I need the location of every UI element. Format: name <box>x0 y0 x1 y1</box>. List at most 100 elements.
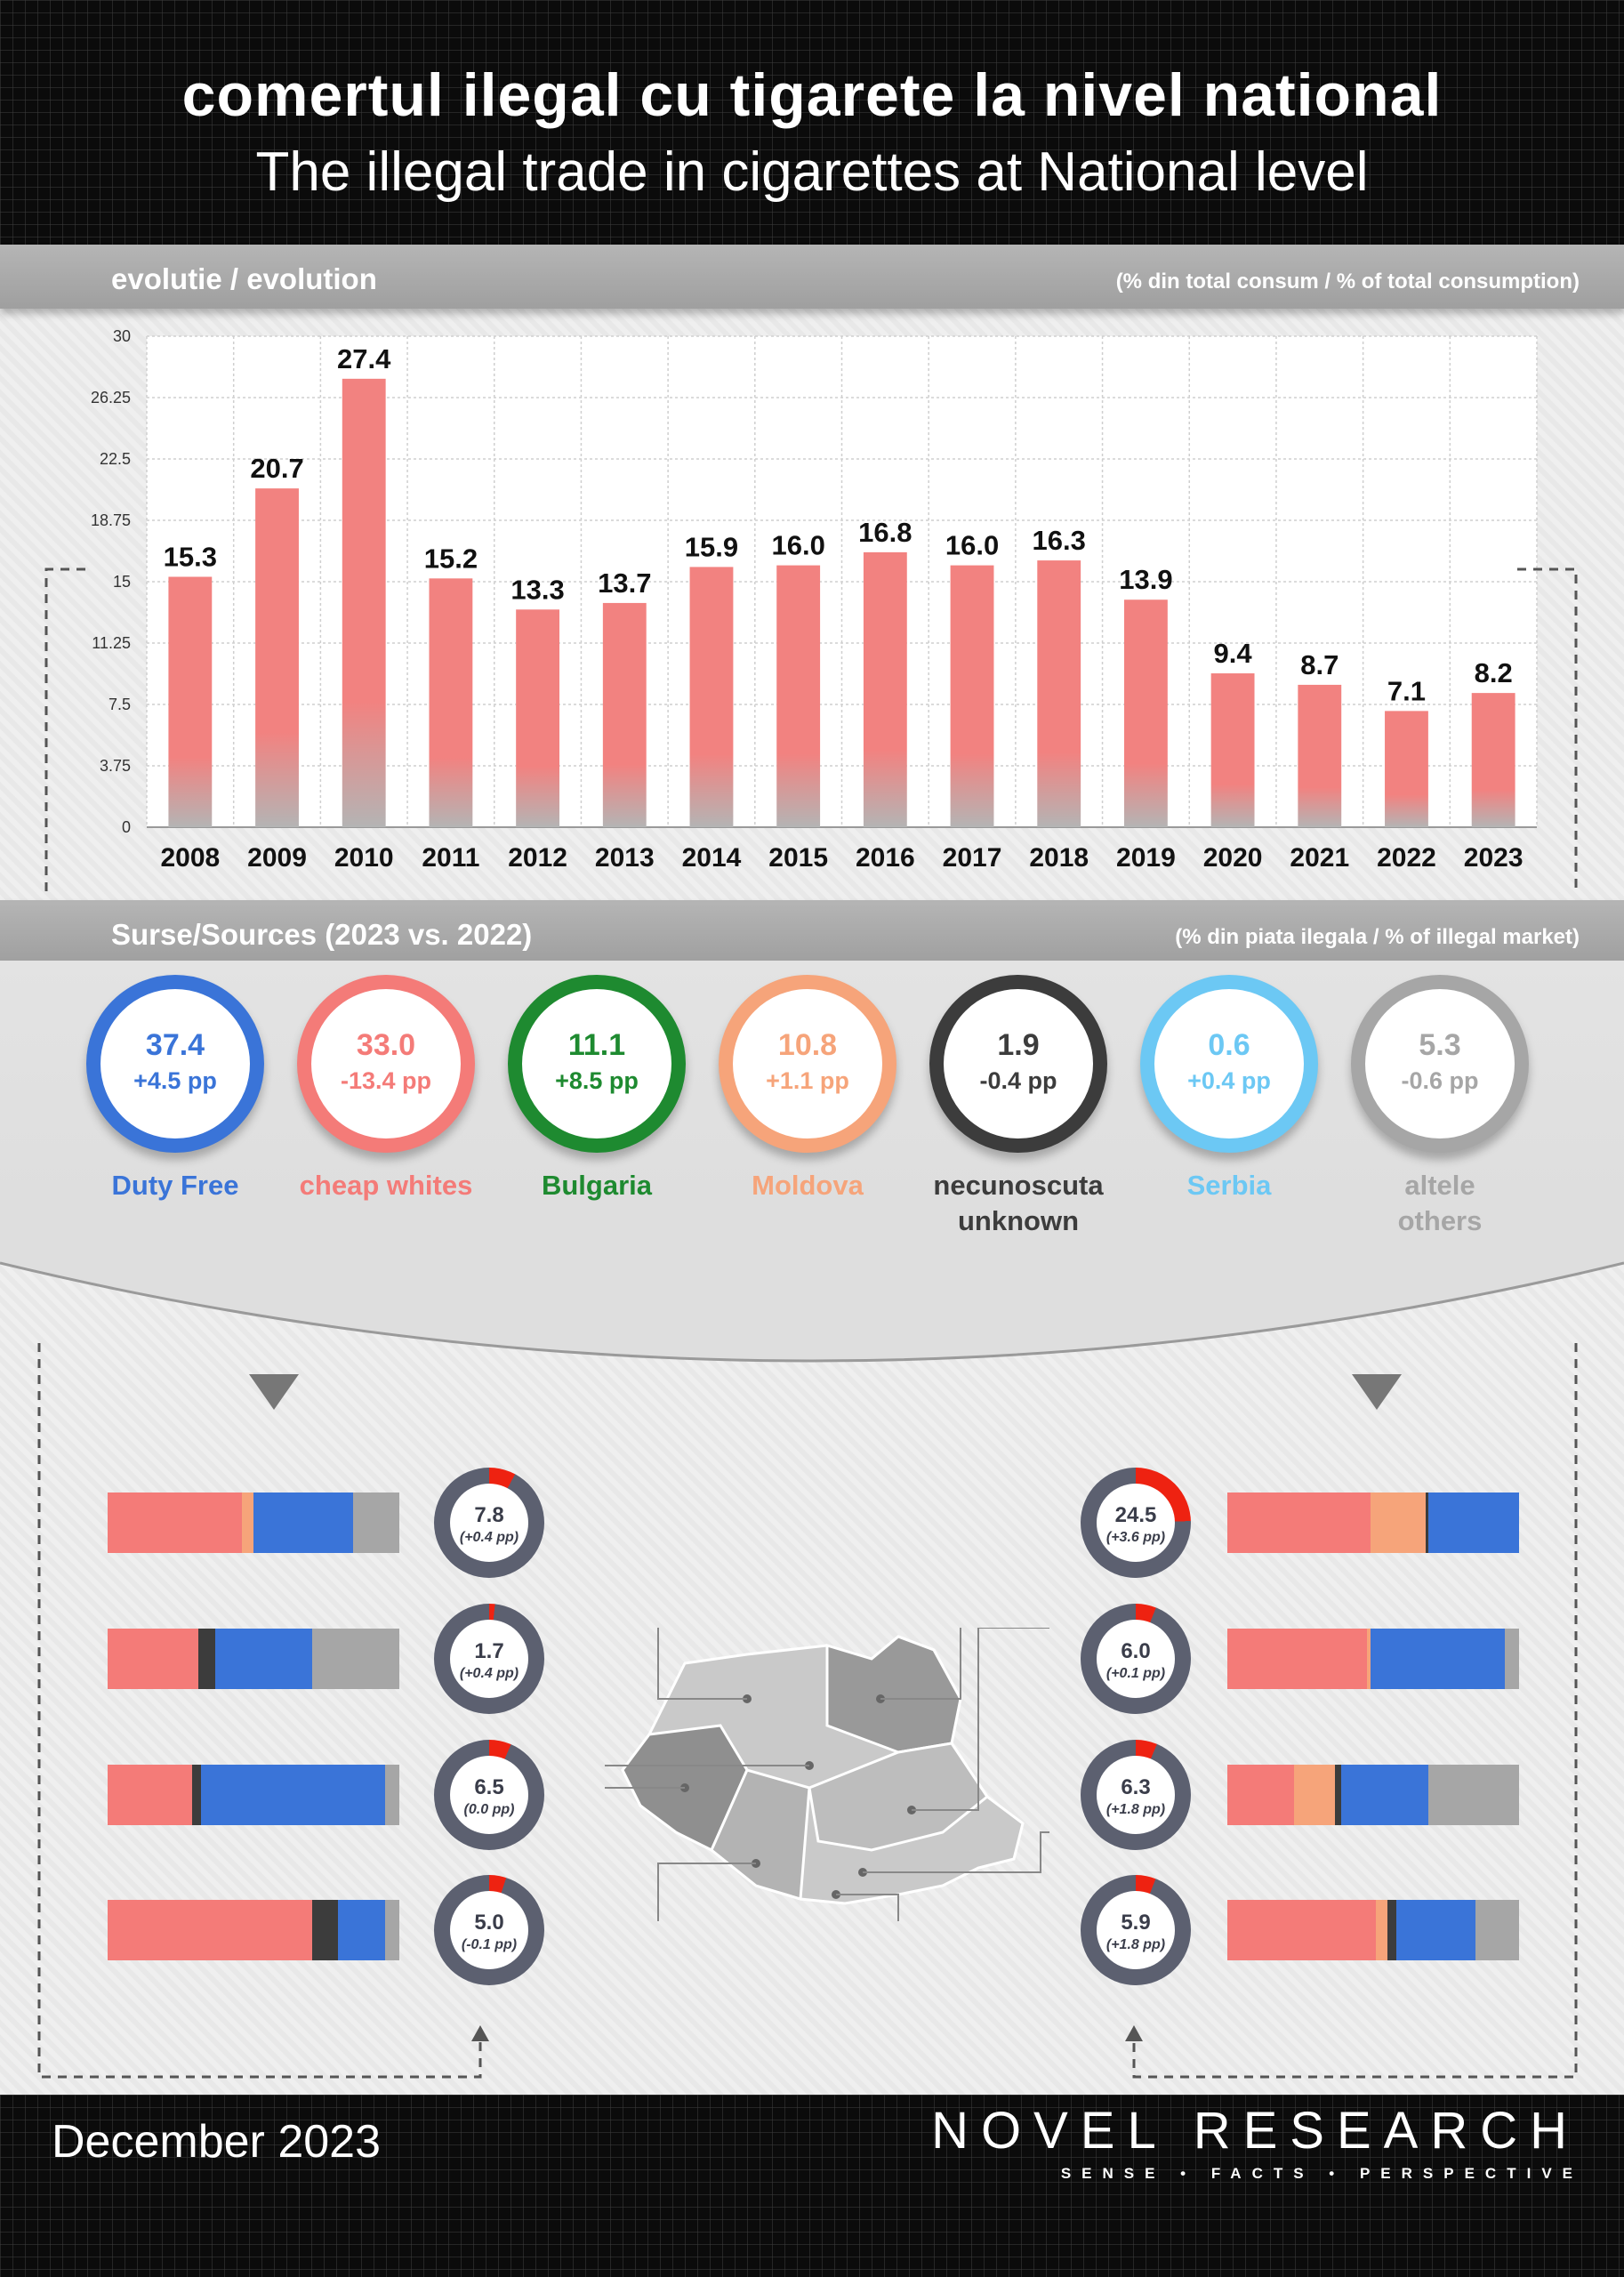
x-tick-label: 2023 <box>1464 843 1524 873</box>
region-bar-segment <box>1376 1900 1388 1960</box>
bar-value-label: 13.3 <box>511 574 564 605</box>
source-circle: 0.6 +0.4 pp <box>1140 975 1318 1153</box>
page-subtitle: The illegal trade in cigarettes at Natio… <box>255 141 1369 203</box>
region-bar-segment <box>1294 1765 1336 1825</box>
region-share-ring: 6.5 (0.0 pp) <box>434 1740 544 1850</box>
region-share-value: 6.3 <box>1121 1775 1151 1799</box>
bar-value-label: 13.7 <box>598 567 651 599</box>
region-ring-center: 6.0 (+0.1 pp) <box>1097 1620 1175 1698</box>
brand-logo: NOVEL RESEARCH <box>931 2102 1580 2160</box>
source-circle: 10.8 +1.1 pp <box>719 975 896 1153</box>
y-tick-label: 15 <box>113 573 131 591</box>
source-share-value: 10.8 <box>777 1028 838 1062</box>
region-source-bar <box>108 1900 399 1960</box>
bar-2015 <box>776 565 821 827</box>
region-source-bar <box>108 1493 399 1553</box>
x-tick-label: 2019 <box>1116 843 1176 873</box>
bar-value-label: 16.0 <box>945 530 999 561</box>
sources-title: Surse/Sources (2023 vs. 2022) <box>111 918 533 951</box>
region-ring-center: 5.9 (+1.8 pp) <box>1097 1891 1175 1969</box>
footer <box>0 2095 1624 2277</box>
region-bar-segment <box>1227 1493 1371 1553</box>
source-label: altele others <box>1324 1168 1556 1239</box>
region-source-bar <box>1227 1493 1519 1553</box>
region-bar-segment <box>192 1765 201 1825</box>
region-share-value: 7.8 <box>474 1503 504 1527</box>
region-bar-segment <box>241 1493 253 1553</box>
x-tick-label: 2010 <box>334 843 394 873</box>
region-bar-segment <box>108 1629 198 1689</box>
regions-connectors <box>37 1343 1578 2079</box>
source-share-change: +0.4 pp <box>1187 1067 1271 1094</box>
sources-band: Surse/Sources (2023 vs. 2022) (% din pia… <box>0 900 1624 964</box>
region-ring-center: 5.0 (-0.1 pp) <box>450 1891 528 1969</box>
evolution-unit-note: (% din total consum / % of total consump… <box>1115 270 1580 294</box>
region-bar-segment <box>1335 1765 1341 1825</box>
source-share-change: +4.5 pp <box>133 1067 217 1094</box>
source-label-ro: Moldova <box>752 1170 864 1201</box>
region-share-value: 6.5 <box>474 1775 504 1799</box>
bar-2008 <box>168 576 213 827</box>
source-share-value: 0.6 <box>1208 1028 1250 1062</box>
bar-value-label: 8.2 <box>1475 657 1513 688</box>
region-share-change: (+3.6 pp) <box>1105 1530 1166 1545</box>
bar-value-label: 16.0 <box>771 530 824 561</box>
region-source-bar <box>1227 1900 1519 1960</box>
evolution-title: evolutie / evolution <box>111 262 377 295</box>
bar-value-label: 15.9 <box>685 531 738 562</box>
source-label-ro: necunoscuta <box>933 1170 1104 1201</box>
region-share-value: 5.0 <box>474 1911 504 1935</box>
region-share-value: 6.0 <box>1121 1639 1151 1663</box>
x-tick-label: 2020 <box>1203 843 1263 873</box>
region-bar-segment <box>253 1493 353 1553</box>
bar-2017 <box>950 565 994 827</box>
page-title: comertul ilegal cu tigarete la nivel nat… <box>181 61 1443 129</box>
region-bar-segment <box>200 1765 385 1825</box>
region-bar-segment <box>311 1900 339 1960</box>
header <box>0 0 1624 245</box>
report-date: December 2023 <box>52 2116 381 2168</box>
region-share-change: (+0.4 pp) <box>459 1666 519 1681</box>
region-share-ring: 5.0 (-0.1 pp) <box>434 1875 544 1985</box>
source-label-ro: Duty Free <box>111 1170 239 1201</box>
region-bar-segment <box>197 1629 216 1689</box>
region-bar-segment <box>1370 1629 1505 1689</box>
sources-curve <box>0 1227 1624 1363</box>
bar-2018 <box>1037 560 1081 827</box>
x-tick-label: 2016 <box>856 843 915 873</box>
y-tick-label: 7.5 <box>109 696 131 713</box>
source-label-ro: altele <box>1404 1170 1475 1201</box>
region-share-ring: 1.7 (+0.4 pp) <box>434 1604 544 1714</box>
source-label-en: unknown <box>957 1205 1080 1236</box>
x-tick-label: 2014 <box>682 843 742 873</box>
region-bar-segment <box>1367 1629 1371 1689</box>
region-share-change: (+0.1 pp) <box>1105 1666 1166 1681</box>
region-bar-segment <box>352 1493 399 1553</box>
source-label: Duty Free <box>60 1168 291 1203</box>
bar-2013 <box>602 602 647 827</box>
x-tick-label: 2021 <box>1290 843 1349 873</box>
x-tick-label: 2009 <box>247 843 307 873</box>
bar-2023 <box>1471 693 1515 827</box>
source-circle: 37.4 +4.5 pp <box>86 975 264 1153</box>
region-bar-segment <box>1475 1900 1519 1960</box>
romania-map <box>605 1628 1049 1921</box>
source-share-value: 1.9 <box>997 1028 1040 1062</box>
source-share-change: +1.1 pp <box>766 1067 849 1094</box>
y-tick-label: 0 <box>122 818 131 836</box>
source-label: Moldova <box>692 1168 923 1203</box>
region-bar-segment <box>215 1629 312 1689</box>
region-bar-segment <box>108 1900 312 1960</box>
source-share-value: 11.1 <box>567 1028 626 1062</box>
bar-2014 <box>689 567 734 827</box>
y-tick-label: 30 <box>113 327 131 345</box>
region-ring-center: 6.3 (+1.8 pp) <box>1097 1756 1175 1834</box>
x-tick-label: 2018 <box>1029 843 1089 873</box>
source-label: cheap whites <box>270 1168 502 1203</box>
source-circle: 1.9 -0.4 pp <box>929 975 1107 1153</box>
source-label-ro: cheap whites <box>299 1170 473 1201</box>
brand-tagline: SENSE • FACTS • PERSPECTIVE <box>1060 2165 1583 2182</box>
region-share-change: (0.0 pp) <box>463 1802 515 1817</box>
source-share-change: -13.4 pp <box>340 1067 432 1094</box>
region-bar-segment <box>311 1629 399 1689</box>
